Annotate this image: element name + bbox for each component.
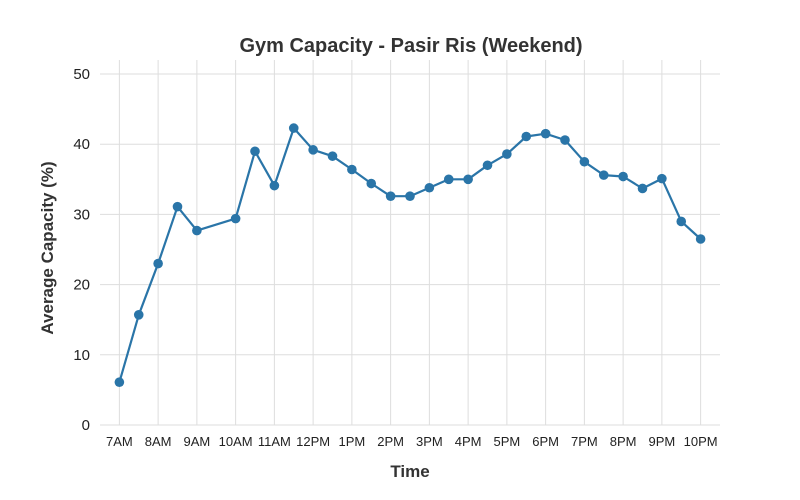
- y-tick-label: 50: [73, 66, 90, 83]
- data-point: [463, 174, 473, 185]
- data-point: [385, 191, 396, 201]
- data-point: [579, 156, 590, 167]
- data-point: [502, 149, 512, 159]
- data-point: [521, 131, 532, 142]
- x-axis-title: Time: [390, 462, 429, 481]
- y-tick-label: 20: [73, 277, 90, 294]
- x-tick-label: 5PM: [494, 434, 521, 449]
- series-line: [118, 127, 702, 383]
- x-tick-label: 9PM: [649, 434, 676, 449]
- x-tick-label: 4PM: [455, 434, 482, 449]
- x-tick-label: 2PM: [377, 434, 404, 449]
- data-point: [192, 225, 202, 236]
- y-tick-label: 10: [73, 347, 90, 364]
- data-point: [424, 182, 435, 193]
- data-point: [114, 377, 125, 387]
- data-point: [482, 160, 493, 171]
- x-tick-label: 8PM: [610, 434, 637, 449]
- data-point: [443, 174, 454, 185]
- data-point: [657, 173, 667, 184]
- x-tick-label: 3PM: [416, 434, 443, 449]
- y-axis-title: Average Capacity (%): [38, 161, 57, 334]
- y-tick-label: 40: [73, 136, 90, 153]
- y-tick-label: 30: [73, 206, 90, 223]
- grid-layer: [100, 60, 720, 426]
- x-tick-label: 10AM: [219, 434, 253, 449]
- data-point: [133, 309, 144, 320]
- series-layer: [114, 123, 706, 387]
- data-point: [618, 171, 628, 182]
- data-point: [560, 135, 570, 145]
- x-tick-label: 10PM: [684, 434, 718, 449]
- tick-layer: 0 10 20 30 40 50 7AM 8AM 9AM 10AM 11AM 12PM 1PM 2PM 3P…: [73, 66, 717, 449]
- x-tick-label: 7AM: [106, 434, 133, 449]
- data-point: [366, 178, 377, 189]
- data-point: [288, 123, 299, 133]
- data-point: [308, 145, 318, 155]
- data-point: [598, 170, 609, 180]
- x-tick-label: 8AM: [145, 434, 172, 449]
- x-tick-label: 12PM: [296, 434, 330, 449]
- data-point: [347, 164, 357, 175]
- data-point: [676, 216, 687, 227]
- data-point: [153, 258, 163, 269]
- x-tick-label: 7PM: [571, 434, 598, 449]
- x-tick-label: 6PM: [532, 434, 559, 449]
- data-point: [695, 234, 706, 244]
- chart-title: Gym Capacity - Pasir Ris (Weekend): [239, 35, 582, 57]
- data-point: [230, 213, 241, 224]
- x-tick-label: 1PM: [339, 434, 366, 449]
- data-point: [637, 183, 648, 194]
- x-tick-label: 11AM: [258, 434, 291, 449]
- data-point: [327, 151, 338, 161]
- y-tick-label: 0: [82, 417, 90, 434]
- data-point: [405, 191, 415, 201]
- data-point: [269, 180, 280, 191]
- data-point: [250, 146, 260, 157]
- x-tick-label: 9AM: [184, 434, 211, 449]
- data-point: [172, 201, 183, 212]
- data-point: [540, 128, 551, 139]
